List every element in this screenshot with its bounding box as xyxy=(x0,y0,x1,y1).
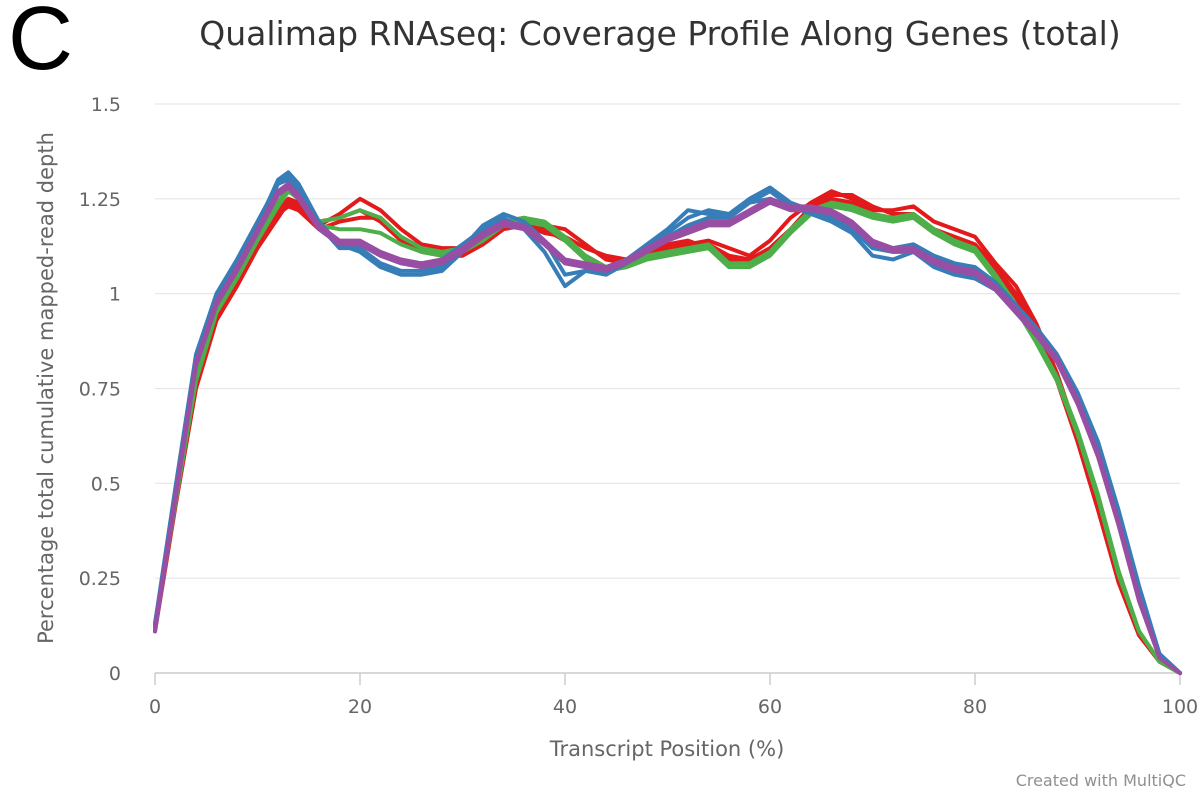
series-line xyxy=(153,189,1182,675)
chart-title: Qualimap RNAseq: Coverage Profile Along … xyxy=(199,14,1121,53)
y-tick-label: 0.75 xyxy=(79,379,121,401)
y-axis-ticks: 0 0.25 0.5 0.75 1 1.25 1.5 xyxy=(79,94,121,685)
x-tick-label: 100 xyxy=(1162,696,1198,718)
x-tick-label: 40 xyxy=(553,696,577,718)
x-tick-label: 60 xyxy=(758,696,782,718)
x-tick-label: 80 xyxy=(963,696,987,718)
series-line xyxy=(153,181,1182,675)
series-line xyxy=(153,196,1182,675)
panel-letter: C xyxy=(8,0,73,89)
x-tick-label: 20 xyxy=(348,696,372,718)
y-axis-label: Percentage total cumulative mapped-read … xyxy=(34,132,58,644)
series-line xyxy=(153,185,1182,675)
series-group xyxy=(153,170,1182,675)
multiqc-credit: Created with MultiQC xyxy=(1015,771,1186,790)
x-tick-label: 0 xyxy=(149,696,161,718)
y-tick-label: 1.25 xyxy=(79,189,121,211)
x-axis-label: Transcript Position (%) xyxy=(549,737,785,761)
y-tick-label: 0.5 xyxy=(91,473,121,495)
y-tick-label: 0 xyxy=(109,663,121,685)
x-axis-ticks: 0 20 40 60 80 100 xyxy=(149,696,1198,718)
y-tick-label: 0.25 xyxy=(79,568,121,590)
y-tick-label: 1.5 xyxy=(91,94,121,116)
x-axis xyxy=(154,672,1181,685)
series-line xyxy=(153,185,1182,675)
gridlines xyxy=(155,103,1180,579)
series-line xyxy=(153,189,1182,675)
y-tick-label: 1 xyxy=(109,284,121,306)
series-line xyxy=(153,193,1182,675)
